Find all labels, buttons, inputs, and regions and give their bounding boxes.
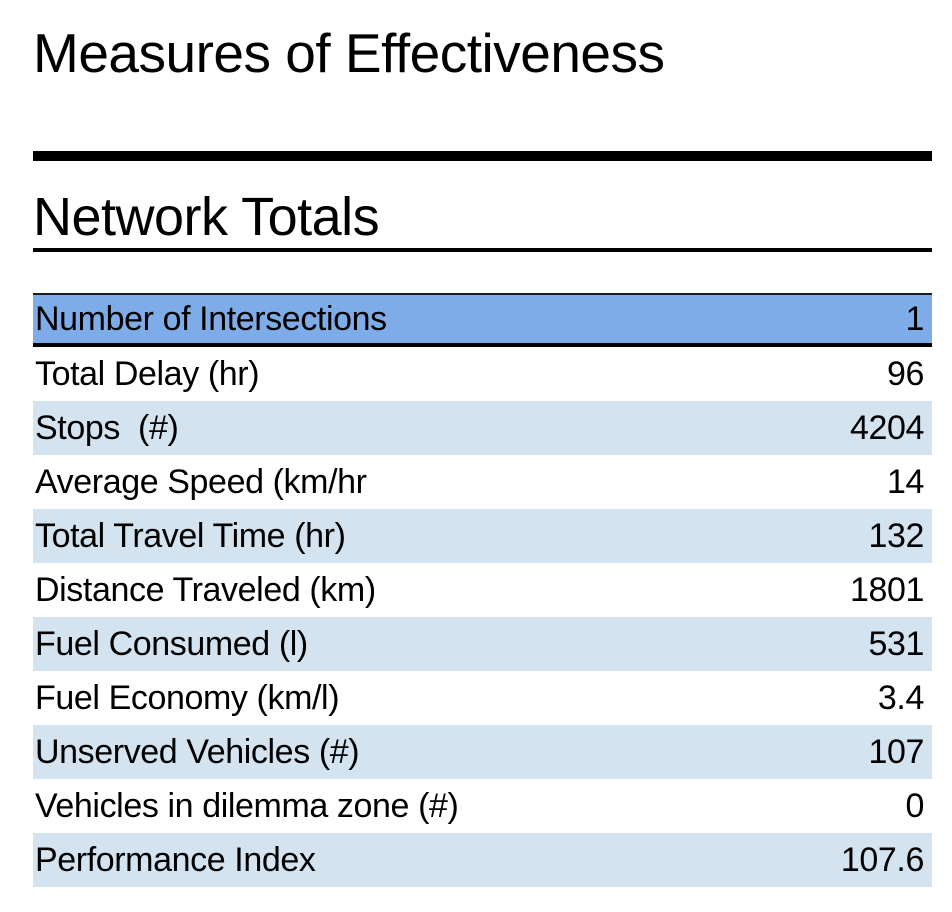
table-row: Total Delay (hr) 96: [33, 347, 932, 401]
table-row: Number of Intersections 1: [33, 293, 932, 347]
metric-value: 132: [868, 516, 924, 555]
metric-value: 107.6: [840, 840, 924, 879]
table-row: Performance Index 107.6: [33, 833, 932, 887]
metric-value: 531: [868, 624, 924, 663]
metric-value: 107: [868, 732, 924, 771]
metric-value: 4204: [849, 408, 924, 447]
metric-value: 3.4: [877, 678, 924, 717]
metric-label: Vehicles in dilemma zone (#): [35, 786, 459, 825]
section-divider-rule: [33, 248, 932, 252]
network-totals-table: Number of Intersections 1 Total Delay (hr)…: [33, 293, 932, 887]
metric-label: Stops (#): [35, 408, 179, 447]
table-row: Average Speed (km/hr 14: [33, 455, 932, 509]
table-row: Stops (#) 4204: [33, 401, 932, 455]
metric-label: Unserved Vehicles (#): [35, 732, 360, 771]
title-divider-rule: [33, 151, 932, 161]
table-row: Fuel Economy (km/l) 3.4: [33, 671, 932, 725]
metric-value: 96: [886, 354, 924, 393]
table-row: Total Travel Time (hr) 132: [33, 509, 932, 563]
page-title: Measures of Effectiveness: [33, 22, 665, 84]
metric-value: 0: [905, 786, 924, 825]
metric-value: 14: [886, 462, 924, 501]
metric-label: Number of Intersections: [35, 299, 387, 338]
table-row: Unserved Vehicles (#) 107: [33, 725, 932, 779]
table-row: Vehicles in dilemma zone (#) 0: [33, 779, 932, 833]
metric-label: Total Travel Time (hr): [35, 516, 346, 555]
metric-value: 1801: [849, 570, 924, 609]
metric-value: 1: [905, 299, 924, 338]
metric-label: Total Delay (hr): [35, 354, 260, 393]
table-row: Distance Traveled (km) 1801: [33, 563, 932, 617]
metric-label: Average Speed (km/hr: [35, 462, 367, 501]
table-row: Fuel Consumed (l) 531: [33, 617, 932, 671]
metric-label: Fuel Consumed (l): [35, 624, 308, 663]
section-title: Network Totals: [33, 187, 380, 247]
metric-label: Fuel Economy (km/l): [35, 678, 340, 717]
metric-label: Distance Traveled (km): [35, 570, 376, 609]
metric-label: Performance Index: [35, 840, 316, 879]
